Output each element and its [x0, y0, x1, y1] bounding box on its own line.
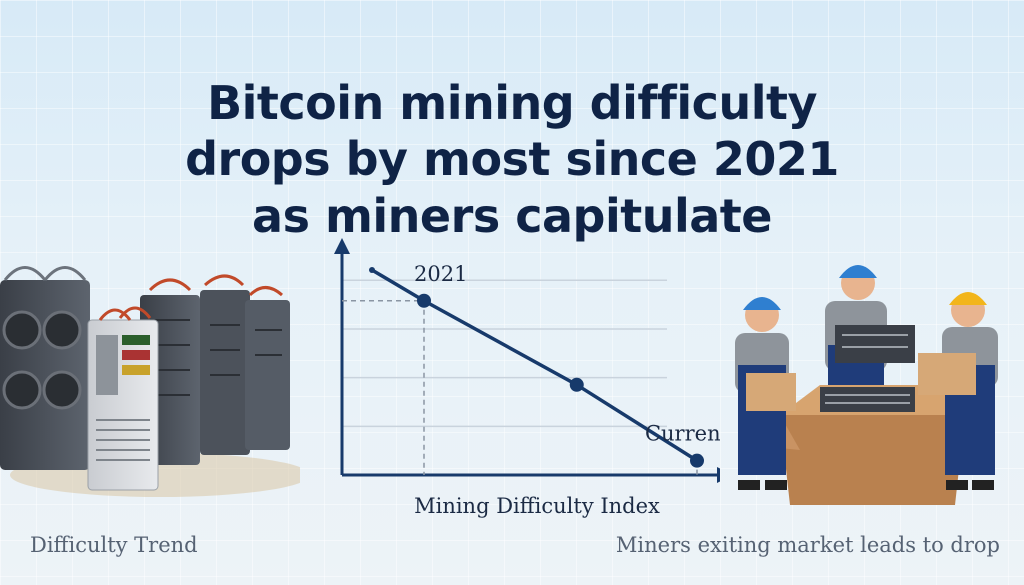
- data-point: [690, 453, 704, 468]
- data-point: [569, 377, 584, 392]
- caption-difficulty-trend: Difficulty Trend: [30, 533, 198, 557]
- chart-svg: 2021 Current Mining Difficulty Index: [334, 238, 720, 518]
- difficulty-series-line: [371, 268, 698, 463]
- point-label-2021: 2021: [414, 262, 467, 286]
- caption-miners-exiting: Miners exiting market leads to drop: [615, 533, 1000, 557]
- difficulty-chart: 2021 Current Mining Difficulty Index: [300, 230, 720, 530]
- y-axis-arrow: [334, 238, 350, 254]
- headline-line-3: as miners capitulate: [252, 188, 772, 243]
- server-front-left: [0, 266, 90, 470]
- x-axis-label: Mining Difficulty Index: [414, 494, 660, 518]
- mining-rigs-illustration: [0, 266, 300, 497]
- headline-line-1: Bitcoin mining difficulty: [207, 75, 817, 130]
- data-point: [417, 293, 431, 308]
- point-label-current: Current: [645, 422, 720, 446]
- miner-right: [918, 292, 998, 490]
- headline: Bitcoin mining difficulty drops by most …: [0, 75, 1024, 245]
- miners-illustration: [735, 265, 998, 505]
- miner-center: [825, 265, 915, 385]
- headline-line-2: drops by most since 2021: [185, 132, 839, 187]
- miner-left: [735, 297, 796, 490]
- data-point-start: [369, 267, 375, 273]
- server-back-row: [140, 274, 290, 465]
- server-front-center: [87, 306, 159, 491]
- x-axis-arrow: [717, 467, 720, 483]
